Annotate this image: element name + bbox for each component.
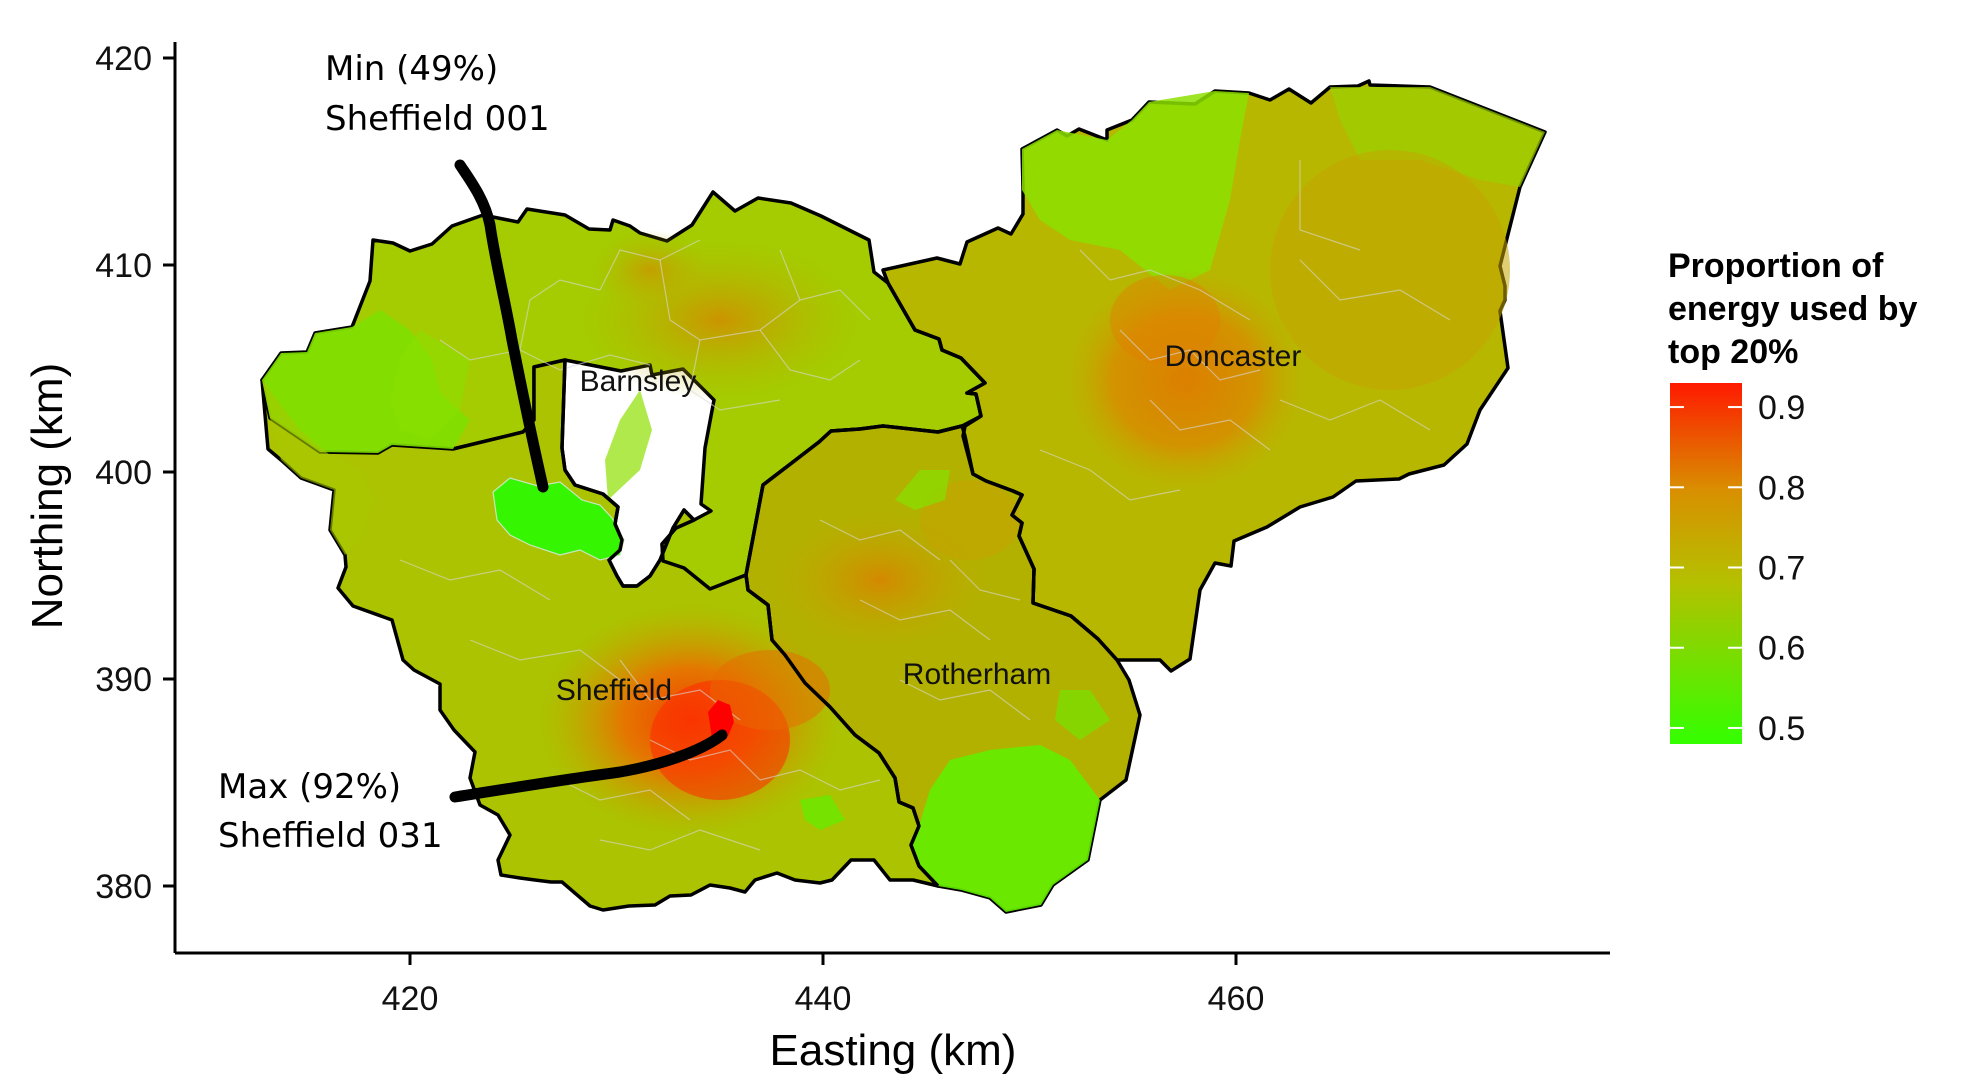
region-labels: Barnsley Doncaster Rotherham Sheffield xyxy=(556,340,1301,707)
legend-tick-label: 0.7 xyxy=(1758,550,1805,588)
region-label-barnsley: Barnsley xyxy=(580,365,697,398)
region-label-doncaster: Doncaster xyxy=(1165,340,1302,373)
y-tick-label: 390 xyxy=(95,661,152,699)
legend-title-line: energy used by xyxy=(1668,290,1918,328)
legend-tick-label: 0.9 xyxy=(1758,389,1805,427)
min-callout-line xyxy=(454,159,549,493)
max-callout-line2: Sheffield 031 xyxy=(218,816,443,856)
max-callout-line xyxy=(449,729,728,803)
legend-tick-label: 0.8 xyxy=(1758,469,1805,507)
callouts: Min (49%) Sheffield 001 Max (92%) Sheffield… xyxy=(218,49,728,856)
legend-title: Proportion of energy used by top 20% xyxy=(1668,247,1918,371)
region-label-rotherham: Rotherham xyxy=(903,658,1051,691)
axes: 420 440 460 380 390 400 410 420 Easting (km) N… xyxy=(23,40,1610,1075)
x-ticks: 420 440 460 xyxy=(382,953,1265,1018)
min-callout-line2: Sheffield 001 xyxy=(325,99,550,139)
y-tick-label: 420 xyxy=(95,40,152,78)
legend-tick-label: 0.5 xyxy=(1758,710,1805,748)
legend-colorbar xyxy=(1670,383,1742,744)
legend-ticks: 0.9 0.8 0.7 0.6 0.5 xyxy=(1670,389,1805,748)
min-callout-line1: Min (49%) xyxy=(325,49,498,89)
legend-title-line: Proportion of xyxy=(1668,247,1884,285)
region-label-sheffield: Sheffield xyxy=(556,674,672,707)
region-outlines xyxy=(560,269,1119,888)
y-tick-label: 410 xyxy=(95,247,152,285)
legend-tick-label: 0.6 xyxy=(1758,630,1805,668)
x-tick-label: 440 xyxy=(795,980,852,1018)
max-area xyxy=(708,700,734,738)
legend-title-line: top 20% xyxy=(1668,333,1798,371)
y-tick-label: 380 xyxy=(95,868,152,906)
x-tick-label: 420 xyxy=(382,980,439,1018)
y-ticks: 380 390 400 410 420 xyxy=(95,40,175,906)
y-axis-title: Northing (km) xyxy=(23,363,72,630)
x-tick-label: 460 xyxy=(1208,980,1265,1018)
x-axis-title: Easting (km) xyxy=(770,1026,1017,1075)
y-tick-label: 400 xyxy=(95,454,152,492)
max-callout-line1: Max (92%) xyxy=(218,767,401,807)
